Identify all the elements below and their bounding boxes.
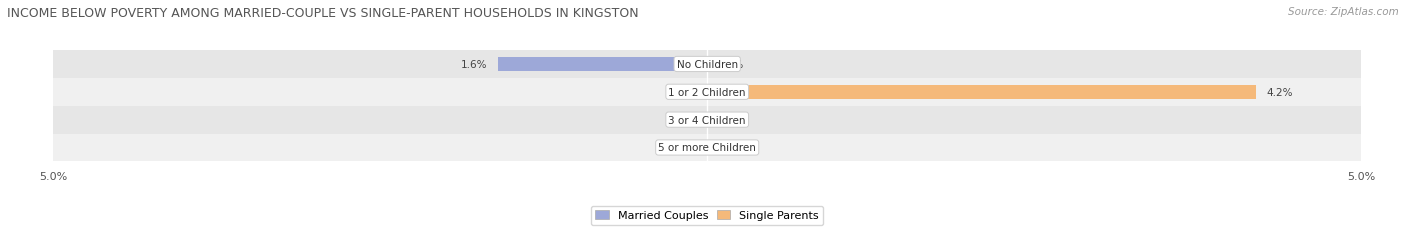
Text: 0.0%: 0.0% xyxy=(671,115,697,125)
Legend: Married Couples, Single Parents: Married Couples, Single Parents xyxy=(591,206,824,225)
Text: No Children: No Children xyxy=(676,60,738,70)
Text: 3 or 4 Children: 3 or 4 Children xyxy=(668,115,747,125)
Text: 1 or 2 Children: 1 or 2 Children xyxy=(668,87,747,97)
Text: 4.2%: 4.2% xyxy=(1267,87,1294,97)
Text: 0.0%: 0.0% xyxy=(671,143,697,153)
Bar xyxy=(498,58,707,72)
Bar xyxy=(707,85,1257,100)
Text: 0.0%: 0.0% xyxy=(717,60,744,70)
Text: 5 or more Children: 5 or more Children xyxy=(658,143,756,153)
Text: 0.0%: 0.0% xyxy=(717,143,744,153)
Text: 0.0%: 0.0% xyxy=(671,87,697,97)
Text: INCOME BELOW POVERTY AMONG MARRIED-COUPLE VS SINGLE-PARENT HOUSEHOLDS IN KINGSTO: INCOME BELOW POVERTY AMONG MARRIED-COUPL… xyxy=(7,7,638,20)
Text: Source: ZipAtlas.com: Source: ZipAtlas.com xyxy=(1288,7,1399,17)
Bar xyxy=(53,106,1361,134)
Bar xyxy=(53,134,1361,162)
Bar xyxy=(53,51,1361,79)
Text: 0.0%: 0.0% xyxy=(717,115,744,125)
Text: 1.6%: 1.6% xyxy=(461,60,488,70)
Bar xyxy=(53,79,1361,106)
